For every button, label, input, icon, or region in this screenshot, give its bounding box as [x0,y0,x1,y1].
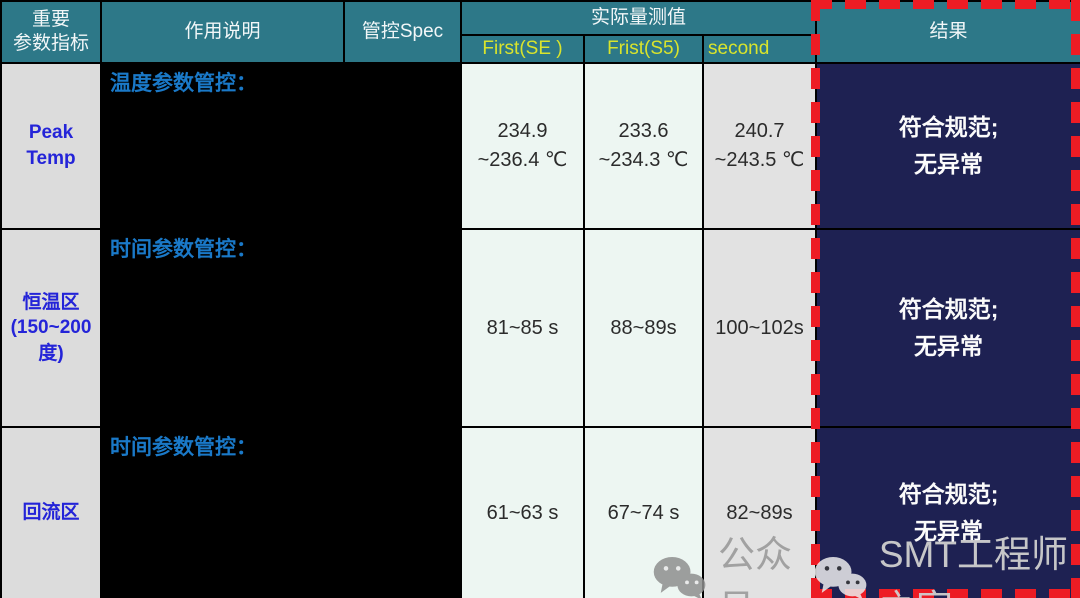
header-row-sub: First(SE ) Frist(S5) second [1,34,1080,64]
subheader-second: second [701,34,818,64]
row2-value-frist-s5: 88~89s [583,228,704,428]
header-desc: 作用说明 [100,0,345,64]
row1-value-frist-s5: 233.6 ~234.3 ℃ [583,62,704,230]
highlight-dash-right [1071,0,1080,598]
row1-result: 符合规范; 无异常 [815,62,1080,230]
header-param: 重要 参数指标 [0,0,102,64]
row3-result: 符合规范; 无异常 [815,426,1080,598]
header-measured: 实际量测值 [459,0,818,36]
table-row: Peak Temp 温度参数管控： 234.9 ~236.4 ℃ 233.6 ~… [0,62,1080,230]
row1-value-first-se: 234.9 ~236.4 ℃ [460,62,585,230]
row1-description-cell: 温度参数管控： [100,62,462,230]
header-spec: 管控Spec [343,0,462,64]
row2-result: 符合规范; 无异常 [815,228,1080,428]
row2-section-title: 时间参数管控： [110,238,257,261]
table-row: 恒温区 (150~200 度) 时间参数管控： 81~85 s 88~89s 1… [0,228,1080,428]
row3-value-frist-s5: 67~74 s [583,426,704,598]
highlight-dash-left [811,0,820,598]
row3-value-second: 82~89s [701,426,818,598]
row3-param-label: 回流区 [0,426,102,598]
row3-description-cell: 时间参数管控： [100,426,462,598]
row1-value-second: 240.7 ~243.5 ℃ [701,62,818,230]
row2-description-cell: 时间参数管控： [100,228,462,428]
table-row: 回流区 时间参数管控： 61~63 s 67~74 s 82~89s 符合规范;… [0,426,1080,598]
row2-value-first-se: 81~85 s [460,228,585,428]
row2-param-label: 恒温区 (150~200 度) [0,228,102,428]
row3-value-first-se: 61~63 s [460,426,585,598]
header-result: 结果 [815,0,1080,64]
row2-value-second: 100~102s [701,228,818,428]
highlight-dash-bottom [811,589,1080,598]
row1-section-title: 温度参数管控： [110,72,257,95]
row1-param-label: Peak Temp [0,62,102,230]
subheader-first-se: First(SE ) [460,34,585,64]
header-row-main: 重要 参数指标 作用说明 管控Spec 实际量测值 结果 [0,0,1080,64]
subheader-frist-s5: Frist(S5) [583,34,704,64]
row3-section-title: 时间参数管控： [110,436,257,459]
highlight-dash-top [811,0,1080,9]
